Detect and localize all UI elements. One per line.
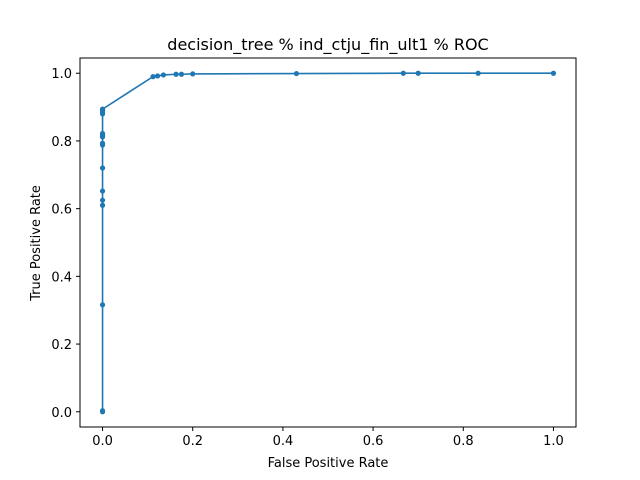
y-tick-label: 0.2: [51, 338, 72, 353]
roc-point: [99, 202, 106, 208]
roc-point: [550, 70, 557, 76]
roc-point: [190, 71, 196, 77]
x-tick-label: 1.0: [543, 434, 564, 449]
roc-point: [154, 73, 161, 79]
roc-point: [99, 165, 106, 171]
x-axis-label: False Positive Rate: [268, 456, 389, 471]
y-tick-label: 0.0: [51, 406, 72, 421]
y-tick-label: 0.6: [51, 203, 72, 218]
roc-point: [99, 408, 106, 414]
roc-point: [293, 70, 300, 77]
y-tick-label: 0.4: [51, 270, 72, 285]
roc-point: [475, 70, 481, 76]
roc-point: [415, 70, 421, 76]
roc-point: [178, 71, 185, 77]
x-tick-label: 0.8: [453, 434, 474, 449]
y-tick-label: 1.0: [51, 67, 72, 82]
roc-point: [173, 71, 179, 77]
roc-point: [99, 106, 106, 112]
roc-point: [99, 302, 106, 308]
y-tick-label: 0.8: [51, 135, 72, 150]
roc-point: [99, 188, 106, 194]
roc-point: [400, 70, 406, 76]
x-tick-label: 0.4: [273, 434, 294, 449]
roc-point: [99, 130, 106, 137]
axes-frame: [79, 57, 577, 428]
y-axis-label: True Positive Rate: [29, 185, 44, 302]
roc-point: [150, 74, 156, 80]
roc-point: [99, 197, 106, 203]
roc-point: [160, 72, 167, 78]
chart-title: decision_tree % ind_ctju_fin_ult1 % ROC: [167, 35, 488, 55]
x-tick-label: 0.2: [182, 434, 203, 449]
x-tick-label: 0.0: [92, 434, 113, 449]
plot-area: 0.0 0.2 0.4 0.6 0.8 1.0 0.0 0.2 0.4 0.6 0.8 1.0: [51, 57, 577, 449]
x-tick-label: 0.6: [363, 434, 384, 449]
roc-point: [99, 140, 106, 146]
